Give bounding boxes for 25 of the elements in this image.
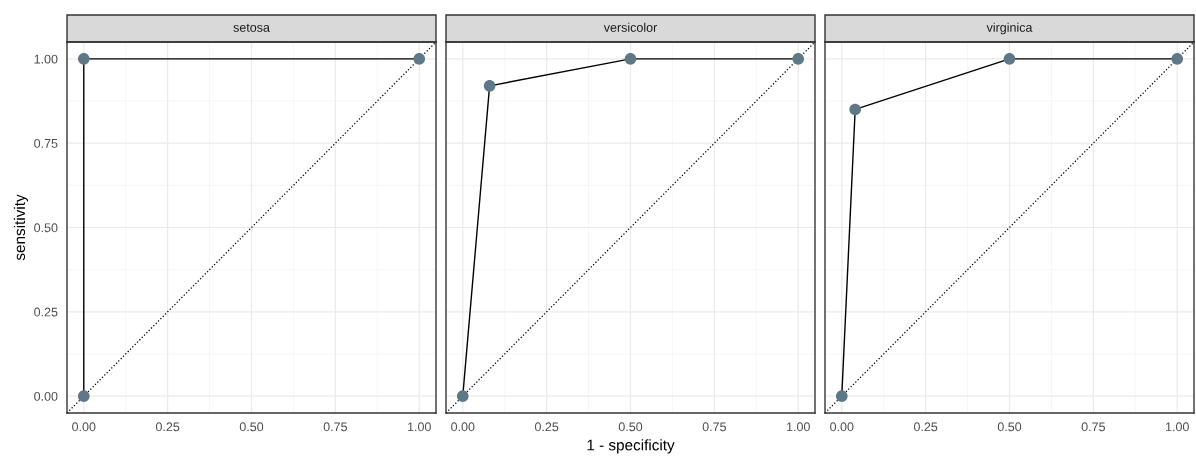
x-tick-label: 0.00 bbox=[72, 422, 96, 432]
y-tick-label: 0.25 bbox=[34, 307, 58, 317]
chart-title: virginica bbox=[986, 22, 1033, 35]
x-tick-label: 0.50 bbox=[618, 422, 643, 432]
x-tick-label: 1.00 bbox=[787, 422, 810, 432]
y-tick-label: 0.75 bbox=[34, 138, 58, 148]
chart-title: versicolor bbox=[603, 22, 658, 32]
x-tick-label: 0.25 bbox=[155, 422, 180, 432]
x-tick-label: 0.00 bbox=[830, 422, 854, 432]
x-tick-label: 0.50 bbox=[997, 422, 1022, 432]
chart-title: setosa bbox=[233, 23, 270, 32]
y-axis-title: sensitivity bbox=[13, 194, 29, 261]
x-tick-label: 0.75 bbox=[1081, 422, 1106, 432]
y-tick-label: 0.50 bbox=[34, 223, 58, 233]
x-tick-label: 1.00 bbox=[408, 422, 431, 432]
x-axis-title: 1 - specificity bbox=[587, 439, 675, 454]
x-tick-label: 0.00 bbox=[451, 422, 475, 432]
y-tick-label: 1.00 bbox=[34, 54, 58, 64]
x-tick-label: 0.25 bbox=[534, 422, 559, 432]
x-tick-label: 0.75 bbox=[702, 422, 726, 432]
x-tick-label: 0.50 bbox=[239, 422, 264, 432]
x-tick-label: 1.00 bbox=[1166, 422, 1189, 432]
x-tick-label: 0.75 bbox=[323, 422, 348, 432]
x-tick-label: 0.25 bbox=[913, 422, 938, 432]
y-tick-label: 0.00 bbox=[34, 391, 58, 401]
